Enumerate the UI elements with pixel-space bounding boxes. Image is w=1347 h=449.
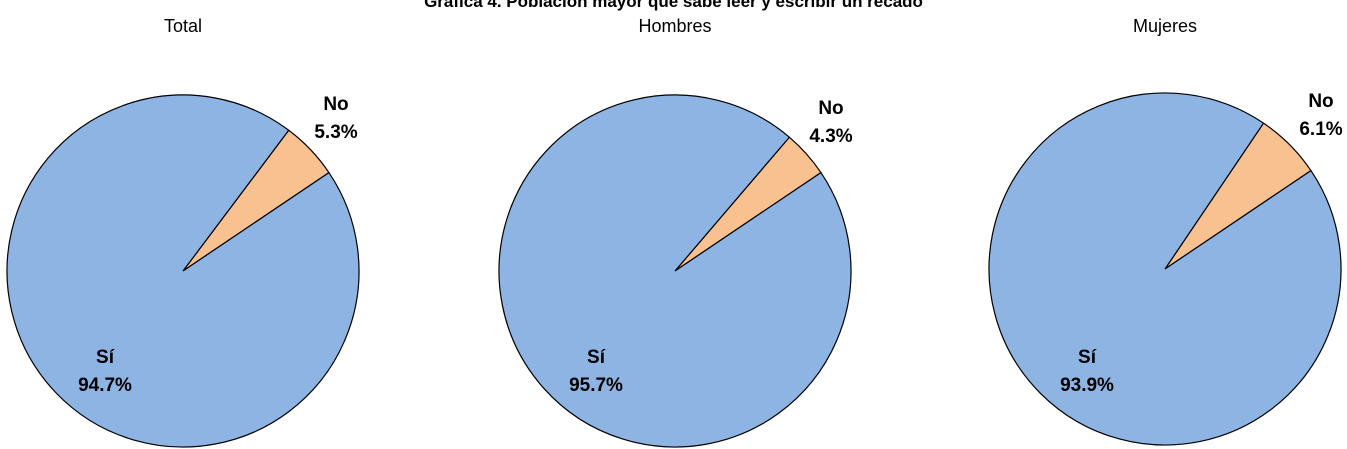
pie-slice-si: [6, 94, 360, 448]
slice-label-si: Sí: [1078, 347, 1097, 368]
slice-value-si: 93.9%: [1060, 375, 1114, 396]
pie-title: Mujeres: [1133, 16, 1197, 36]
slice-label-no: No: [818, 98, 843, 119]
slice-value-no: 6.1%: [1299, 119, 1342, 140]
pie-title: Total: [164, 16, 202, 36]
pie-title: Hombres: [638, 16, 711, 36]
pie-chart-mujeres: Mujeres No 6.1% Sí 93.9%: [988, 16, 1343, 446]
slice-value-no: 5.3%: [314, 122, 357, 143]
pie-chart-hombres: Hombres No 4.3% Sí 95.7%: [498, 16, 853, 448]
slice-value-si: 95.7%: [569, 375, 623, 396]
pie-slice-si: [988, 92, 1342, 446]
slice-label-no: No: [1308, 91, 1333, 112]
pie-chart-total: Total No 5.3% Sí 94.7%: [6, 16, 360, 448]
slice-label-si: Sí: [587, 347, 606, 368]
slice-label-si: Sí: [96, 347, 115, 368]
pie-slice-si: [498, 94, 852, 448]
slice-value-no: 4.3%: [809, 126, 852, 147]
slice-value-si: 94.7%: [78, 375, 132, 396]
slice-label-no: No: [323, 94, 348, 115]
chart-main-title: Gráfica 4. Población mayor que sabe leer…: [424, 0, 923, 11]
